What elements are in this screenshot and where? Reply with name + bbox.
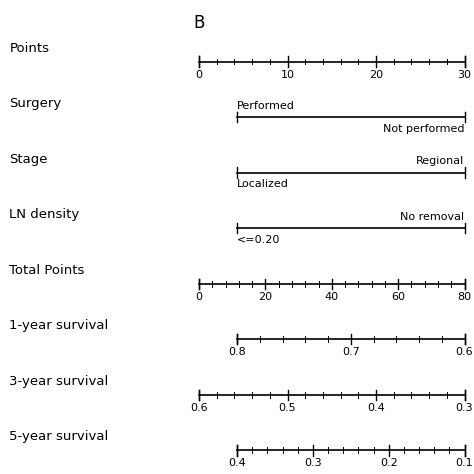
Text: 0: 0 xyxy=(196,292,202,302)
Text: Total Points: Total Points xyxy=(9,264,85,277)
Text: B: B xyxy=(193,14,205,32)
Text: 0.6: 0.6 xyxy=(456,347,474,357)
Text: 0.1: 0.1 xyxy=(456,458,474,468)
Text: Stage: Stage xyxy=(9,153,48,165)
Text: 0.5: 0.5 xyxy=(279,403,296,413)
Text: 0.3: 0.3 xyxy=(304,458,322,468)
Text: 0.4: 0.4 xyxy=(367,403,385,413)
Text: LN density: LN density xyxy=(9,208,80,221)
Text: 0.6: 0.6 xyxy=(190,403,208,413)
Text: Regional: Regional xyxy=(416,156,465,166)
Text: Points: Points xyxy=(9,42,49,55)
Text: 0.3: 0.3 xyxy=(456,403,474,413)
Text: 0.8: 0.8 xyxy=(228,347,246,357)
Text: 30: 30 xyxy=(457,70,472,80)
Text: Not performed: Not performed xyxy=(383,124,465,134)
Text: 1-year survival: 1-year survival xyxy=(9,319,109,332)
Text: 0.4: 0.4 xyxy=(228,458,246,468)
Text: 60: 60 xyxy=(391,292,405,302)
Text: No removal: No removal xyxy=(401,211,465,221)
Text: 5-year survival: 5-year survival xyxy=(9,430,109,443)
Text: 40: 40 xyxy=(325,292,339,302)
Text: Surgery: Surgery xyxy=(9,97,62,110)
Text: 20: 20 xyxy=(369,70,383,80)
Text: <=0.20: <=0.20 xyxy=(237,235,281,245)
Text: Performed: Performed xyxy=(237,100,295,110)
Text: 80: 80 xyxy=(457,292,472,302)
Text: 0.7: 0.7 xyxy=(342,347,360,357)
Text: 20: 20 xyxy=(258,292,273,302)
Text: 10: 10 xyxy=(281,70,294,80)
Text: Localized: Localized xyxy=(237,179,289,189)
Text: 0.2: 0.2 xyxy=(380,458,398,468)
Text: 0: 0 xyxy=(196,70,202,80)
Text: 3-year survival: 3-year survival xyxy=(9,374,109,388)
